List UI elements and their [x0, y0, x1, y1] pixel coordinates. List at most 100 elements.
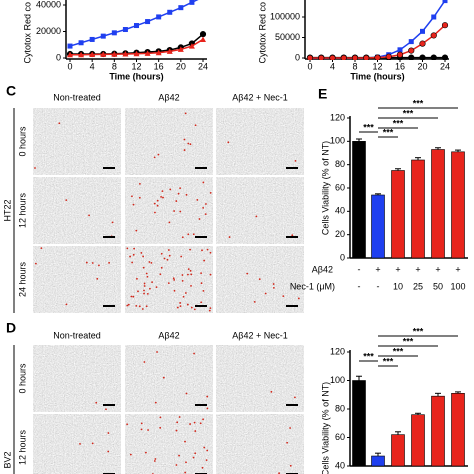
microscopy-image — [125, 345, 213, 412]
x-axis-label: Time (hours) — [109, 71, 163, 81]
dead-cell — [201, 249, 203, 252]
dead-cell — [185, 193, 188, 196]
dead-cell — [176, 421, 179, 424]
dead-cell — [105, 408, 107, 411]
dead-cell — [184, 471, 187, 474]
dead-cell — [166, 258, 169, 261]
dead-cell — [138, 196, 141, 199]
dead-cell — [143, 282, 146, 285]
dead-cell — [154, 401, 157, 404]
marker — [329, 54, 336, 60]
column-header: Aβ42 — [158, 92, 179, 102]
scale-bar — [103, 404, 115, 406]
scale-bar — [286, 236, 298, 238]
marker — [166, 48, 173, 54]
microscopy-image — [33, 246, 121, 313]
dead-cell — [206, 449, 209, 452]
dead-cell — [200, 272, 203, 274]
treatment-value: + — [395, 264, 400, 274]
marker — [133, 50, 140, 57]
x-tick-label: 16 — [395, 61, 405, 71]
treatment-value: 10 — [393, 281, 403, 291]
scale-bar — [103, 305, 115, 307]
dead-cell — [98, 264, 100, 267]
microscopy-image — [33, 414, 121, 474]
dead-cell — [175, 429, 178, 432]
y-tick-label: 50000 — [275, 32, 300, 42]
dead-cell — [175, 200, 178, 202]
bar — [391, 170, 405, 259]
dead-cell — [181, 274, 184, 276]
dead-cell — [206, 407, 209, 410]
x-tick-label: 24 — [198, 61, 208, 71]
scale-bar — [286, 167, 298, 169]
treatment-value: - — [358, 281, 361, 291]
panel-label: C — [6, 83, 16, 99]
dead-cell — [79, 443, 81, 445]
dead-cell — [289, 427, 291, 429]
marker — [100, 33, 106, 39]
row-label: 12 hours — [17, 429, 27, 465]
dead-cell — [194, 430, 197, 432]
marker — [177, 46, 184, 52]
x-tick-label: 24 — [440, 61, 450, 71]
dead-cell — [202, 418, 204, 421]
dead-cell — [246, 272, 249, 275]
dead-cell — [192, 456, 195, 459]
dead-cell — [159, 426, 162, 429]
dead-cell — [108, 261, 110, 264]
dead-cell — [143, 285, 146, 287]
significance-label: *** — [413, 326, 424, 336]
dead-cell — [193, 308, 196, 311]
significance-label: *** — [413, 98, 424, 108]
dead-cell — [140, 428, 143, 431]
y-tick-label: 120 — [330, 346, 345, 356]
scale-bar — [195, 167, 207, 169]
plot-area — [306, 0, 449, 60]
marker — [67, 51, 73, 58]
y-axis-label: Cells Viability (% of NT) — [320, 141, 330, 235]
microscopy-image — [216, 414, 304, 474]
dead-cell — [209, 273, 212, 276]
dead-cell — [153, 156, 156, 159]
marker — [408, 54, 415, 60]
dead-cell — [202, 289, 205, 292]
microscopy-image — [216, 108, 304, 175]
marker — [145, 19, 151, 25]
dead-cell — [190, 306, 193, 309]
dead-cell — [180, 255, 183, 258]
microscopy-image — [125, 108, 213, 175]
bar — [352, 380, 366, 467]
dead-cell — [179, 210, 182, 213]
marker — [397, 47, 403, 53]
dead-cell — [145, 272, 148, 275]
dead-cell — [129, 453, 132, 456]
dead-cell — [133, 247, 136, 250]
x-tick-label: 0 — [307, 61, 312, 71]
y-tick-label: 0 — [295, 52, 300, 62]
dead-cell — [127, 303, 130, 306]
dead-cell — [150, 261, 153, 264]
cell-line-label: BV2 — [2, 451, 12, 468]
dead-cell — [227, 141, 230, 144]
x-tick-label: 0 — [67, 61, 72, 71]
dead-cell — [142, 255, 145, 258]
dead-cell — [198, 218, 201, 220]
x-tick-label: 20 — [417, 61, 427, 71]
y-tick-label: 60 — [335, 182, 345, 192]
marker — [441, 54, 449, 60]
marker — [167, 9, 173, 15]
dead-cell — [200, 282, 203, 285]
dead-cell — [181, 236, 184, 239]
dead-cell — [169, 188, 172, 191]
y-tick-label: 40000 — [36, 0, 61, 9]
marker — [396, 51, 404, 58]
treatment-value: - — [377, 281, 380, 291]
dead-cell — [135, 304, 138, 307]
dead-cell — [107, 450, 110, 453]
significance-label: *** — [403, 336, 414, 346]
dead-cell — [270, 390, 273, 393]
marker — [111, 30, 117, 36]
treatment-value: + — [435, 264, 440, 274]
dead-cell — [189, 248, 191, 251]
